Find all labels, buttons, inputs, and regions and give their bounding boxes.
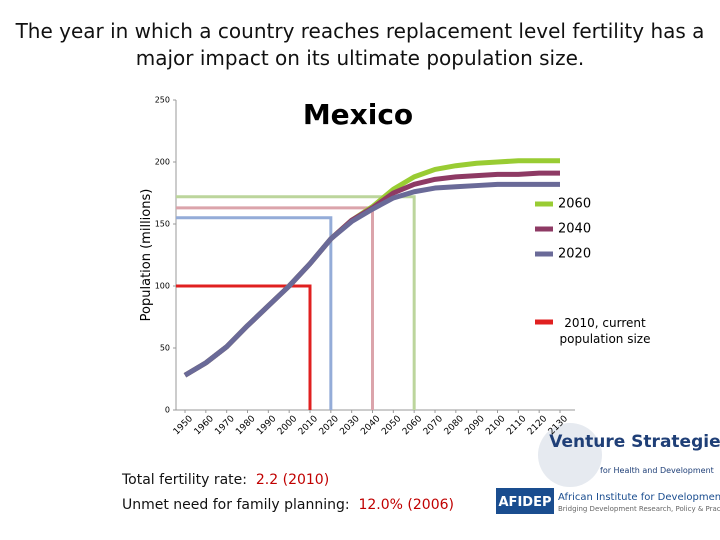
x-tick-label: 2090 [463,414,486,437]
series-line [183,181,560,378]
legend-label: 2060 [558,197,591,212]
x-tick-label: 2000 [276,414,299,437]
x-tick-label: 1970 [213,414,236,437]
x-tick-label: 2030 [338,414,361,437]
x-tick-label: 1980 [234,414,257,437]
x-tick-label: 1950 [172,414,195,437]
chart-subtitle: Mexico [303,98,413,131]
note-label: Unmet need for family planning: [122,497,350,513]
legend-label: 2020 [558,247,591,262]
reference-line [176,216,333,410]
reference-line [176,284,312,410]
y-tick-label: 250 [155,96,170,105]
y-tick-label: 150 [155,220,170,229]
logo-afidep: AFIDEP African Institute for Development… [496,488,720,514]
note-label: Total fertility rate: [122,472,247,488]
y-axis-label: Population (millions) [139,189,154,322]
logo-text: Venture Strategies [549,432,720,452]
logo-text: African Institute for Development Policy [558,492,720,503]
note: Total fertility rate: 2.2 (2010) [122,472,329,488]
x-tick-label: 2050 [380,414,403,437]
y-tick-label: 100 [155,282,170,291]
x-tick-label: 2080 [443,414,466,437]
legend-label: 2040 [558,222,591,237]
x-tick-label: 2120 [526,414,549,437]
legend-label: 2010, current population size [559,316,651,346]
logo-text: for Health and Development [600,466,714,475]
reference-line [176,195,416,410]
x-tick-label: 1960 [193,414,216,437]
x-tick-label: 2100 [484,414,507,437]
x-tick-label: 2040 [359,414,382,437]
logo-text: AFIDEP [499,495,552,510]
logo-text: Bridging Development Research, Policy & … [558,505,720,513]
x-tick-label: 2010 [297,414,320,437]
note: Unmet need for family planning: 12.0% (2… [122,497,454,513]
y-tick-label: 0 [165,406,170,415]
note-year: (2010) [282,472,330,488]
x-tick-label: 1990 [255,414,278,437]
note-value: 2.2 [255,472,279,488]
y-tick-label: 200 [155,158,170,167]
x-tick-label: 2060 [401,414,424,437]
note-value: 12.0% [358,497,403,513]
x-tick-label: 2070 [422,414,445,437]
note-year: (2006) [407,497,454,513]
x-tick-label: 2110 [505,414,528,437]
x-tick-label: 2020 [318,414,341,437]
logo-venture: Venture Strategies for Health and Develo… [538,423,720,487]
reference-line [176,206,374,410]
y-tick-label: 50 [160,344,170,353]
chart-title: The year in which a country reaches repl… [15,19,705,70]
